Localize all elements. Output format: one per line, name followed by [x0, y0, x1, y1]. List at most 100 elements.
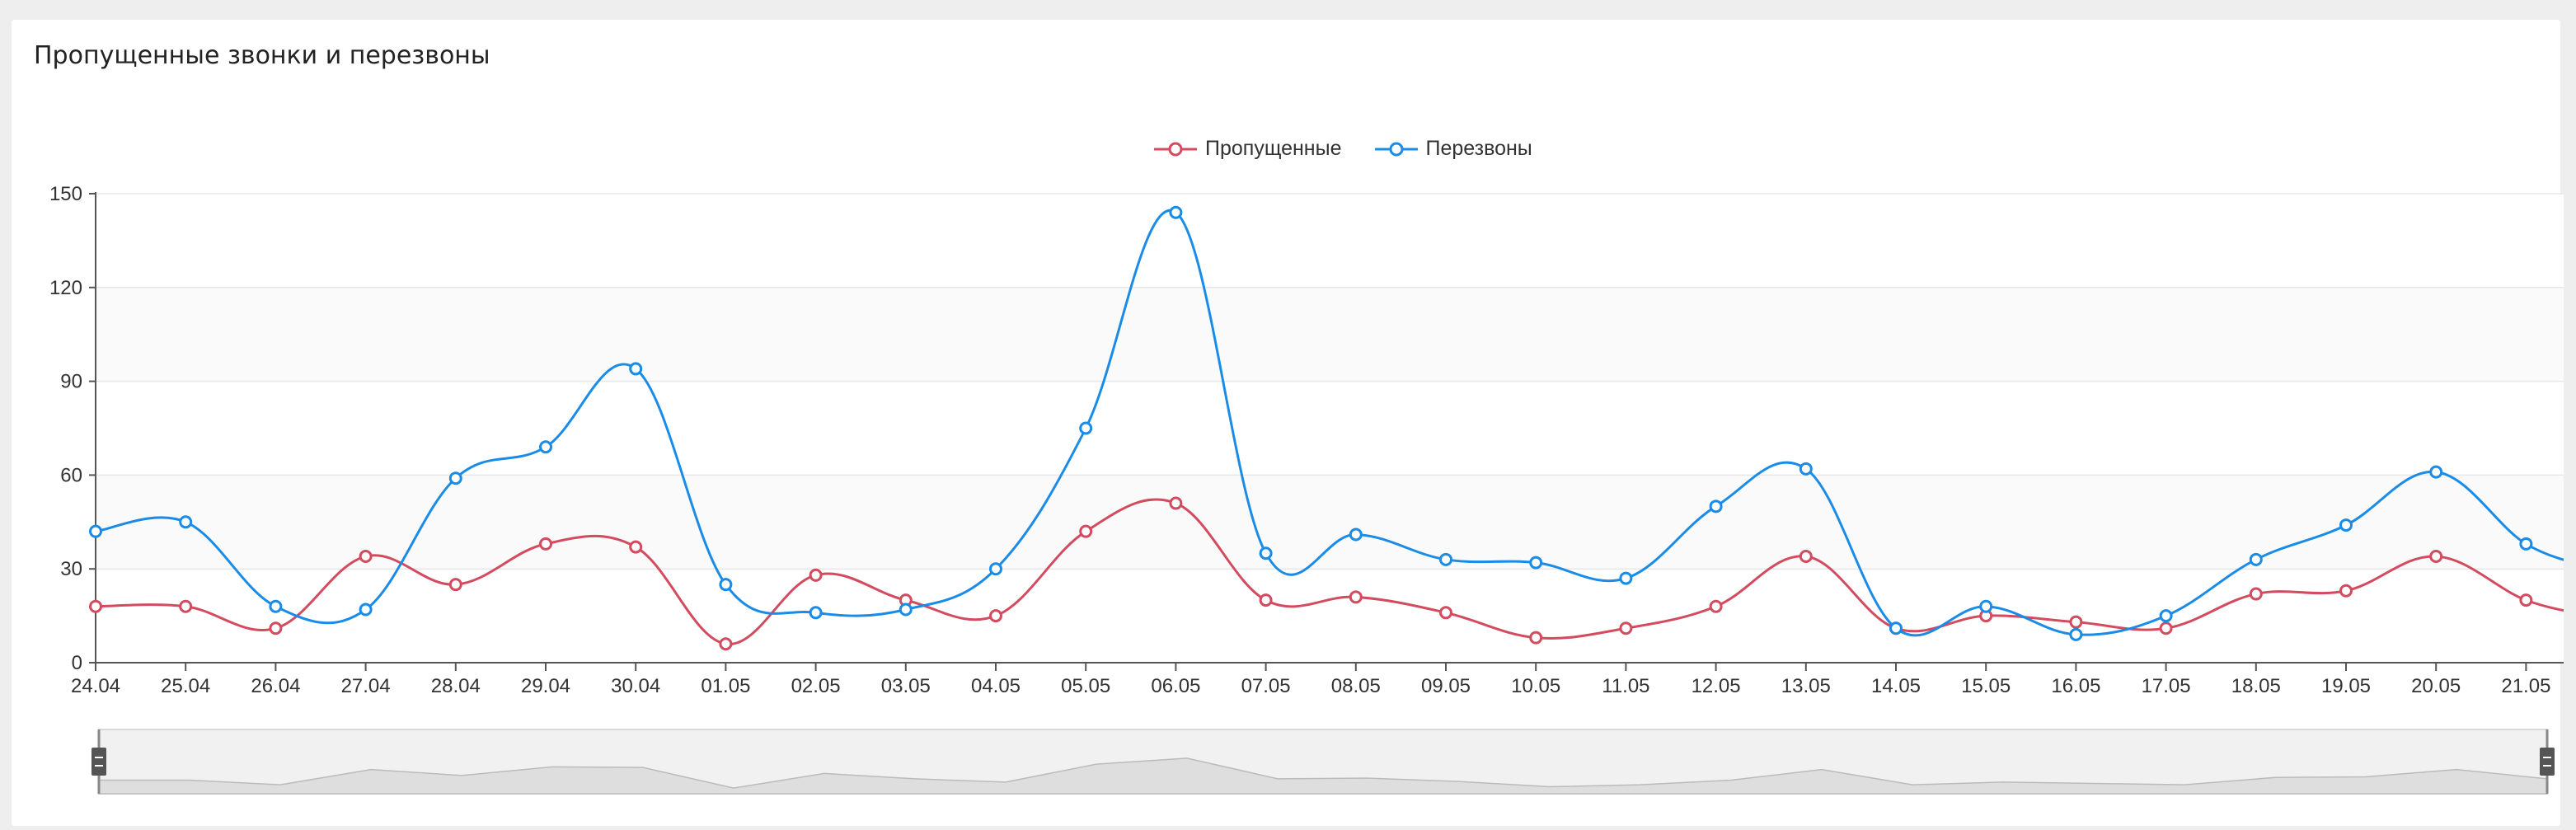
data-point[interactable]	[539, 537, 552, 551]
data-point[interactable]	[1799, 462, 1813, 476]
data-point[interactable]	[1079, 524, 1093, 538]
data-point[interactable]	[269, 621, 283, 635]
data-point[interactable]	[719, 578, 733, 592]
data-point[interactable]	[1619, 621, 1633, 635]
legend-label: Перезвоны	[1425, 137, 1532, 160]
data-point[interactable]	[448, 471, 462, 485]
page-title: Пропущенные звонки и перезвоны	[34, 41, 490, 70]
legend-line-icon	[1154, 142, 1197, 156]
x-tick-label: 19.05	[2321, 675, 2371, 697]
data-point[interactable]	[2249, 552, 2263, 566]
legend-item-callbacks[interactable]: Перезвоны	[1374, 137, 1532, 161]
x-tick-label: 14.05	[1871, 675, 1921, 697]
x-tick-label: 28.04	[431, 675, 481, 697]
data-point[interactable]	[359, 550, 373, 564]
zoom-handle-right[interactable]	[2540, 748, 2555, 776]
data-point[interactable]	[989, 609, 1002, 623]
data-point[interactable]	[1529, 631, 1543, 645]
y-tick-label: 0	[72, 652, 82, 674]
grid-band	[96, 381, 2564, 476]
data-point[interactable]	[1439, 606, 1452, 620]
data-point[interactable]	[1349, 528, 1363, 542]
data-point[interactable]	[2429, 550, 2443, 564]
y-tick-label: 30	[60, 558, 82, 580]
data-point[interactable]	[2339, 584, 2353, 598]
x-tick-label: 09.05	[1421, 675, 1471, 697]
data-point[interactable]	[89, 524, 102, 538]
y-tick-label: 120	[49, 277, 82, 299]
grid-band	[96, 287, 2564, 382]
data-point[interactable]	[2249, 587, 2263, 601]
x-tick-label: 17.05	[2142, 675, 2191, 697]
x-tick-label: 08.05	[1331, 675, 1381, 697]
series-callbacks	[89, 205, 2564, 641]
data-point[interactable]	[2429, 465, 2443, 479]
legend-item-missed[interactable]: Пропущенные	[1154, 137, 1342, 161]
y-tick-label: 150	[49, 183, 82, 205]
data-point[interactable]	[1709, 499, 1723, 513]
x-tick-label: 12.05	[1692, 675, 1741, 697]
grip-icon	[2540, 748, 2555, 776]
series-missed	[89, 496, 2564, 651]
data-point[interactable]	[2159, 621, 2173, 635]
data-point[interactable]	[989, 562, 1002, 576]
data-point[interactable]	[899, 603, 913, 617]
data-point[interactable]	[1799, 550, 1813, 564]
grip-icon	[91, 748, 106, 776]
data-point[interactable]	[1079, 421, 1093, 435]
data-point[interactable]	[2519, 593, 2533, 607]
zoom-handle-left[interactable]	[91, 748, 106, 776]
data-point[interactable]	[809, 568, 823, 582]
data-point[interactable]	[1709, 599, 1723, 613]
x-tick-label: 13.05	[1781, 675, 1831, 697]
x-tick-label: 21.05	[2501, 675, 2550, 697]
data-point[interactable]	[1259, 546, 1273, 560]
data-point[interactable]	[1349, 590, 1363, 604]
x-tick-label: 11.05	[1602, 675, 1649, 697]
data-point[interactable]	[1439, 552, 1452, 566]
x-tick-label: 01.05	[701, 675, 750, 697]
x-tick-label: 18.05	[2231, 675, 2281, 697]
grid-band	[96, 475, 2564, 570]
data-point[interactable]	[719, 637, 733, 651]
x-tick-label: 10.05	[1511, 675, 1560, 697]
x-tick-label: 25.04	[161, 675, 210, 697]
data-point[interactable]	[2519, 537, 2533, 551]
x-tick-label: 24.04	[71, 675, 120, 697]
data-point[interactable]	[2339, 518, 2353, 532]
data-point[interactable]	[1619, 571, 1633, 585]
data-point[interactable]	[1529, 556, 1543, 570]
data-point[interactable]	[2159, 609, 2173, 623]
data-point[interactable]	[629, 540, 643, 554]
grid-band	[96, 194, 2564, 288]
data-point[interactable]	[179, 599, 193, 613]
y-tick-label: 60	[60, 464, 82, 486]
data-point[interactable]	[359, 603, 373, 617]
x-tick-label: 02.05	[791, 675, 841, 697]
data-point[interactable]	[1889, 621, 1903, 635]
data-point[interactable]	[89, 599, 102, 613]
data-point[interactable]	[2069, 627, 2083, 641]
data-point[interactable]	[1259, 593, 1273, 607]
data-point[interactable]	[1169, 496, 1183, 510]
data-point[interactable]	[1979, 599, 1993, 613]
data-point[interactable]	[539, 440, 552, 454]
x-tick-label: 07.05	[1241, 675, 1291, 697]
data-point[interactable]	[2069, 615, 2083, 629]
x-tick-label: 15.05	[1961, 675, 2011, 697]
data-point[interactable]	[269, 599, 283, 613]
x-tick-label: 27.04	[341, 675, 391, 697]
x-tick-label: 20.05	[2411, 675, 2461, 697]
data-point[interactable]	[448, 578, 462, 592]
data-point[interactable]	[809, 606, 823, 620]
data-point[interactable]	[629, 362, 643, 376]
zoom-slider-preview	[98, 757, 2548, 795]
x-tick-label: 16.05	[2051, 675, 2100, 697]
x-tick-label: 05.05	[1061, 675, 1110, 697]
legend-label: Пропущенные	[1205, 137, 1342, 160]
x-tick-label: 26.04	[251, 675, 300, 697]
chart-legend: Пропущенные Перезвоны	[1154, 137, 1532, 161]
data-point[interactable]	[179, 515, 193, 529]
data-point[interactable]	[1169, 205, 1183, 219]
